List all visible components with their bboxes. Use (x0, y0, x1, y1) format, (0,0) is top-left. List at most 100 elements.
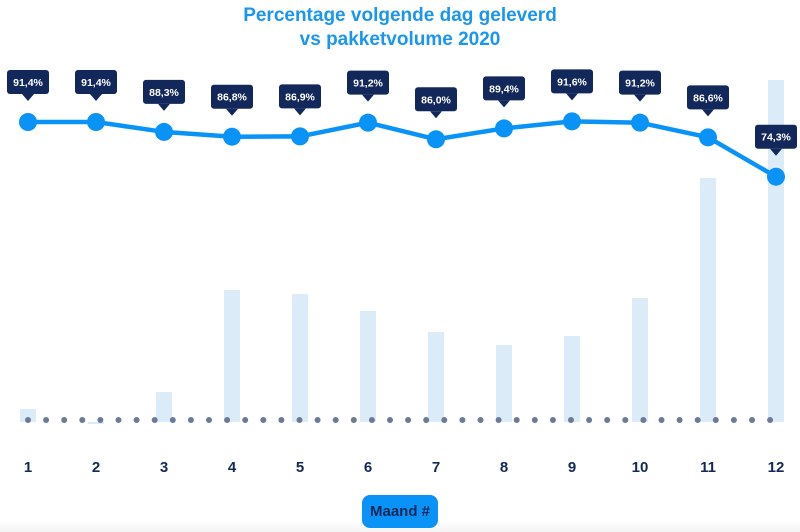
x-tick-label: 1 (24, 459, 32, 476)
data-point (223, 127, 241, 146)
x-tick-label: 7 (432, 459, 440, 476)
x-tick-label: 2 (92, 459, 100, 476)
data-label: 91,4% (13, 77, 43, 89)
baseline-dot (459, 417, 466, 423)
volume-bar (292, 294, 308, 422)
data-point (767, 167, 785, 186)
baseline-dot (133, 417, 140, 423)
baseline-dot (531, 417, 538, 423)
data-label-pointer (362, 94, 374, 102)
baseline-dot (61, 417, 68, 423)
volume-bar (700, 178, 716, 422)
data-label: 74,3% (761, 132, 791, 144)
data-label-pointer (158, 103, 170, 111)
baseline-dot (79, 417, 86, 423)
data-label-bubble (551, 69, 593, 94)
baseline-dot (296, 417, 303, 423)
baseline-dot (712, 417, 719, 423)
baseline-dot (151, 417, 158, 423)
chart-title-line2: vs pakketvolume 2020 (299, 29, 501, 50)
data-label: 88,3% (149, 87, 179, 99)
data-label: 86,6% (693, 92, 723, 104)
x-tick-label: 3 (160, 459, 168, 476)
baseline-dot (730, 417, 737, 423)
data-label-pointer (90, 94, 102, 101)
data-label-pointer (226, 108, 238, 116)
baseline-dot (477, 417, 484, 423)
volume-bar (88, 422, 104, 424)
data-point (87, 113, 105, 131)
x-axis-label: Maand # (362, 495, 438, 528)
baseline-dot (187, 417, 194, 423)
data-label-bubble (483, 76, 525, 101)
data-label-pointer (770, 148, 782, 156)
volume-bar (20, 409, 36, 422)
data-label-pointer (702, 109, 714, 117)
data-label-bubble (347, 70, 389, 95)
baseline-dot (368, 417, 375, 423)
baseline-dot (495, 417, 502, 423)
data-label-bubble (75, 70, 117, 94)
data-point (19, 113, 37, 131)
data-point (291, 127, 309, 146)
baseline-dot (767, 417, 774, 423)
data-label-bubble (755, 124, 797, 149)
data-point (427, 130, 445, 149)
data-label-pointer (498, 100, 510, 108)
data-point (563, 112, 581, 131)
volume-bar (768, 80, 784, 422)
data-label-bubble (415, 87, 457, 112)
x-tick-label: 10 (632, 459, 649, 476)
data-label: 86,8% (217, 92, 247, 104)
baseline-dot (441, 417, 448, 423)
data-label: 91,4% (81, 77, 111, 89)
baseline-dot (314, 417, 321, 423)
baseline-dot (513, 417, 520, 423)
data-label: 86,9% (285, 91, 315, 103)
baseline-dot (423, 417, 430, 423)
data-label-pointer (430, 111, 442, 119)
x-tick-label: 12 (768, 459, 785, 476)
baseline-dot (43, 417, 50, 423)
baseline-dot (640, 417, 647, 423)
baseline-dot (658, 417, 665, 423)
data-point (631, 113, 649, 132)
data-label-pointer (634, 94, 646, 102)
baseline-dot (260, 417, 267, 423)
baseline-dot (405, 417, 412, 423)
volume-bar (564, 336, 580, 422)
data-label-pointer (22, 94, 34, 101)
baseline-dot (549, 417, 556, 423)
data-label-bubble (687, 85, 729, 110)
volume-bar (496, 345, 512, 422)
data-point (155, 122, 173, 141)
x-tick-label: 5 (296, 459, 304, 476)
data-label-pointer (566, 93, 578, 101)
data-label-bubble (7, 70, 49, 94)
data-label-bubble (279, 84, 321, 109)
baseline-dot (332, 417, 339, 423)
baseline-dot (568, 417, 574, 423)
data-label: 89,4% (489, 83, 519, 95)
data-label: 86,0% (421, 94, 451, 106)
data-label-pointer (294, 108, 306, 116)
baseline-dot (25, 417, 31, 423)
x-tick-label: 8 (500, 459, 508, 476)
baseline-dot (749, 417, 755, 423)
baseline-dot (604, 417, 611, 423)
data-point (495, 119, 513, 138)
volume-bar (360, 311, 376, 422)
data-label-bubble (619, 70, 661, 95)
baseline-dot (206, 417, 212, 423)
data-label: 91,2% (625, 78, 655, 90)
volume-bar (156, 392, 172, 422)
baseline-dot (676, 417, 683, 423)
data-point (359, 113, 377, 132)
baseline-dot (97, 417, 104, 423)
baseline-dot (169, 417, 176, 423)
baseline-dot (115, 417, 122, 423)
chart-title: Percentage volgende dag geleverd vs pakk… (0, 4, 800, 52)
volume-bar (428, 332, 444, 422)
data-point (699, 128, 717, 147)
